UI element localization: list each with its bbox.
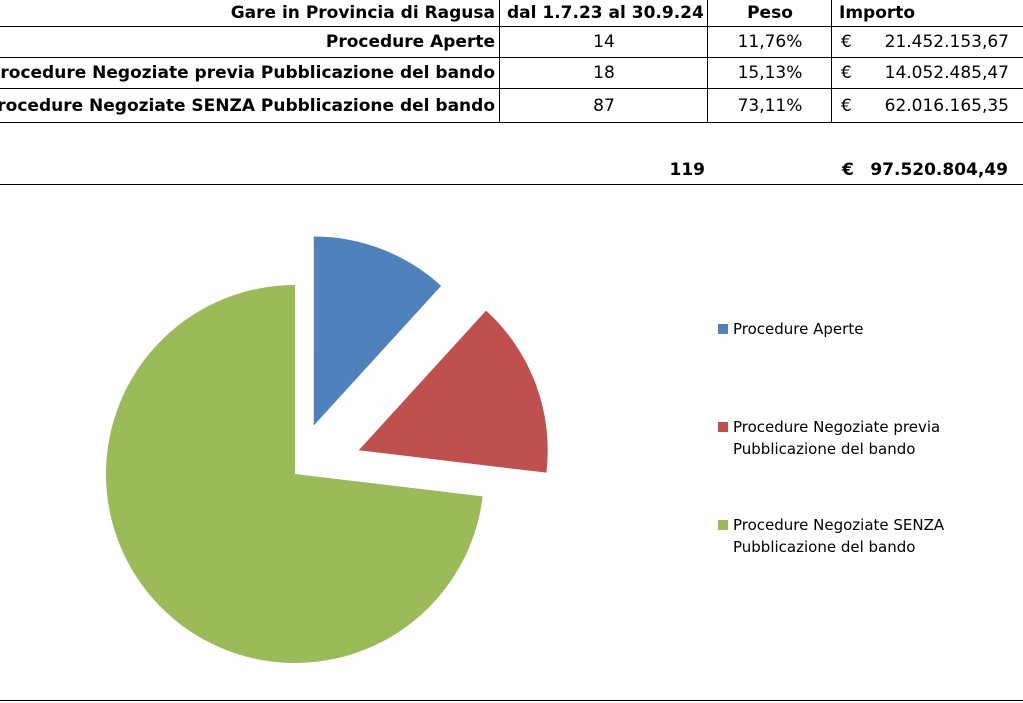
header-peso: Peso — [709, 0, 832, 26]
pie-slice — [313, 236, 442, 426]
bottom-divider — [0, 700, 1023, 701]
legend-item: Procedure Negoziate SENZA Pubblicazione … — [718, 514, 973, 558]
pie-chart — [105, 236, 548, 663]
legend-swatch — [718, 520, 728, 530]
row-amount: 21.452.153,67 — [884, 32, 1009, 52]
legend-label: Procedure Negoziate previa Pubblicazione… — [733, 418, 941, 458]
total-currency: € — [842, 159, 854, 180]
table-row: Procedure Negoziate SENZA Pubblicazione … — [0, 89, 1023, 123]
row-amount: 14.052.485,47 — [884, 63, 1009, 83]
row-amount: 62.016.165,35 — [884, 95, 1009, 116]
total-amount: 97.520.804,49 — [870, 159, 1008, 180]
table-header-row: Gare in Provincia di Ragusa dal 1.7.23 a… — [0, 0, 1023, 27]
legend-label: Procedure Negoziate SENZA Pubblicazione … — [733, 516, 945, 556]
header-label: Gare in Provincia di Ragusa — [0, 0, 500, 26]
legend-label: Procedure Aperte — [733, 320, 864, 338]
row-label: Procedure Negoziate previa Pubblicazione… — [0, 58, 500, 88]
row-currency: € — [841, 63, 852, 83]
row-currency: € — [841, 95, 852, 116]
row-importo: € 21.452.153,67 — [833, 27, 1023, 57]
table-row: Procedure Aperte 14 11,76% € 21.452.153,… — [0, 27, 1023, 58]
row-label: Procedure Aperte — [0, 27, 500, 57]
row-count: 18 — [501, 58, 708, 88]
legend-swatch — [718, 422, 728, 432]
row-peso: 15,13% — [709, 58, 832, 88]
row-importo: € 14.052.485,47 — [833, 58, 1023, 88]
total-count: 119 — [669, 159, 706, 180]
legend-item: Procedure Aperte — [718, 318, 973, 340]
table-row: Procedure Negoziate previa Pubblicazione… — [0, 58, 1023, 89]
row-importo: € 62.016.165,35 — [833, 89, 1023, 122]
row-currency: € — [841, 32, 852, 52]
row-peso: 73,11% — [709, 89, 832, 122]
header-importo: Importo — [839, 3, 916, 23]
legend-item: Procedure Negoziate previa Pubblicazione… — [718, 416, 973, 460]
pie-slice — [105, 285, 483, 663]
row-count: 87 — [501, 89, 708, 122]
row-label: Procedure Negoziate SENZA Pubblicazione … — [0, 89, 500, 122]
row-count: 14 — [501, 27, 708, 57]
pie-slice — [358, 310, 548, 473]
totals-row: 119 € 97.520.804,49 — [0, 154, 1023, 185]
row-peso: 11,76% — [709, 27, 832, 57]
header-period: dal 1.7.23 al 30.9.24 — [501, 0, 708, 26]
legend-swatch — [718, 324, 728, 334]
